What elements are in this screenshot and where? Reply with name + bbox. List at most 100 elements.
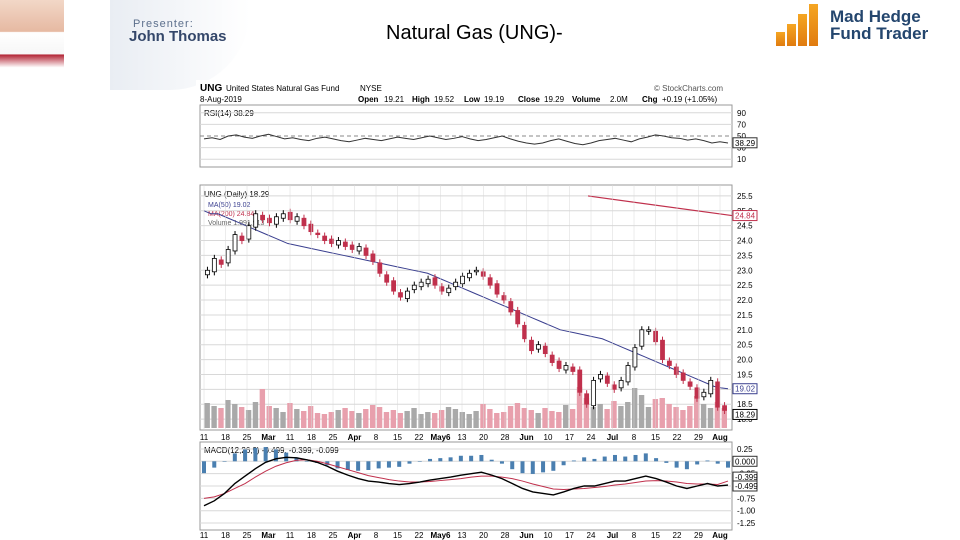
x-tick-label-bottom: 25 [329, 531, 338, 540]
rsi-tick-label: 10 [737, 155, 746, 164]
price-current-box [732, 408, 758, 420]
price-tick-label: 23.0 [737, 266, 753, 275]
x-tick-label-top: 15 [651, 433, 660, 442]
candle-body [404, 290, 410, 299]
x-tick-label-bottom: 22 [673, 531, 682, 540]
x-tick-label-top: 20 [479, 433, 488, 442]
price-current-box [732, 210, 758, 222]
macd-tick-label: -1.25 [737, 519, 756, 528]
macd-current-label: 0.000 [735, 457, 756, 466]
candle-body [591, 379, 596, 407]
chart-date: 8-Aug-2019 [200, 95, 242, 104]
candle-body [722, 405, 727, 411]
candle-body [556, 360, 562, 369]
candle-body [218, 259, 224, 265]
candle-body [501, 295, 507, 301]
candle-body [225, 249, 231, 264]
svg-text:Chg: Chg [642, 95, 658, 104]
candle-body [646, 329, 652, 332]
candle-body [205, 269, 210, 276]
macd-histogram-bar [376, 461, 381, 469]
macd-histogram-bar [715, 461, 720, 464]
x-tick-label-bottom: 11 [200, 531, 209, 540]
svg-text:High: High [412, 95, 430, 104]
volume-bar [680, 410, 686, 428]
volume-bar [542, 408, 548, 428]
candle-body [660, 339, 665, 360]
x-tick-label-bottom: 25 [243, 531, 252, 540]
svg-text:19.52: 19.52 [434, 95, 455, 104]
candle-body [377, 262, 383, 274]
candle-body [715, 381, 721, 408]
x-tick-label-bottom: 24 [587, 531, 596, 540]
macd-histogram-bar [212, 461, 217, 468]
volume-bar [273, 408, 279, 428]
x-tick-label-top: 22 [673, 433, 682, 442]
candle-body [246, 225, 252, 240]
volume-bar [700, 404, 707, 428]
price-tick-label: 19.5 [737, 370, 753, 379]
macd-histogram-bar [243, 449, 248, 462]
volume-bar [631, 388, 638, 428]
volume-bar [238, 407, 245, 428]
candle-body [694, 387, 700, 399]
presenter-block: Presenter: John Thomas [0, 0, 250, 90]
volume-bar [252, 402, 259, 428]
x-tick-label-bottom: 22 [415, 531, 424, 540]
volume-bar [294, 409, 300, 428]
volume-bar [452, 409, 459, 428]
slide-title: Natural Gas (UNG)- [386, 22, 563, 44]
volume-bar [314, 413, 321, 428]
volume-bar [369, 405, 376, 428]
volume-bar [349, 411, 355, 428]
volume-bar [342, 408, 348, 428]
rsi-tick-label: 50 [737, 132, 746, 141]
candle-body [632, 347, 638, 368]
candle-body [577, 369, 583, 393]
volume-bar [721, 408, 727, 428]
volume-bar [494, 413, 500, 428]
x-tick-label-top: 24 [587, 433, 596, 442]
macd-histogram-bar [530, 461, 535, 474]
volume-bar [659, 398, 665, 428]
x-tick-label-top: 22 [415, 433, 424, 442]
volume-bar [549, 411, 555, 428]
svg-text:Close: Close [518, 95, 540, 104]
header-swoosh [110, 0, 250, 90]
price-tick-label: 24.5 [737, 222, 753, 231]
macd-histogram-bar [654, 458, 659, 462]
price-tick-label: 21.0 [737, 326, 753, 335]
rsi-legend: RSI(14) 38.29 [204, 109, 254, 118]
x-tick-label-bottom: 28 [501, 531, 510, 540]
rsi-line [203, 133, 729, 146]
x-tick-label-top: 25 [243, 433, 252, 442]
candle-body [639, 329, 645, 347]
x-tick-label-bottom: 10 [544, 531, 553, 540]
candle-body [611, 384, 617, 390]
price-legend-symbol: UNG (Daily) 18.29 [204, 190, 270, 199]
macd-histogram-bar [263, 447, 268, 462]
volume-bar [500, 412, 507, 428]
macd-histogram-bar [458, 455, 463, 462]
volume-bar [638, 395, 645, 428]
macd-histogram-bar [294, 457, 299, 462]
macd-histogram-bar [612, 454, 617, 462]
macd-legend: MACD(12,26,9) -0.499, -0.399, -0.099 [204, 446, 339, 455]
brand-bars-icon [776, 4, 828, 46]
volume-bar [425, 412, 431, 428]
macd-histogram-bar [664, 461, 669, 463]
x-tick-label-bottom: 8 [374, 531, 379, 540]
candle-body [260, 214, 266, 221]
macd-histogram-bar [366, 461, 371, 470]
volume-bar [280, 412, 286, 428]
x-tick-label-top: Jun [519, 433, 533, 442]
x-tick-label-top: 18 [221, 433, 230, 442]
macd-histogram-bar [448, 457, 453, 462]
candle-body [273, 216, 279, 225]
candle-body [598, 374, 603, 380]
macd-histogram-bar [499, 461, 504, 464]
x-tick-label-top: May6 [430, 433, 451, 442]
x-tick-label-bottom: 20 [479, 531, 488, 540]
svg-text:Open: Open [358, 95, 379, 104]
candle-body [418, 281, 424, 288]
